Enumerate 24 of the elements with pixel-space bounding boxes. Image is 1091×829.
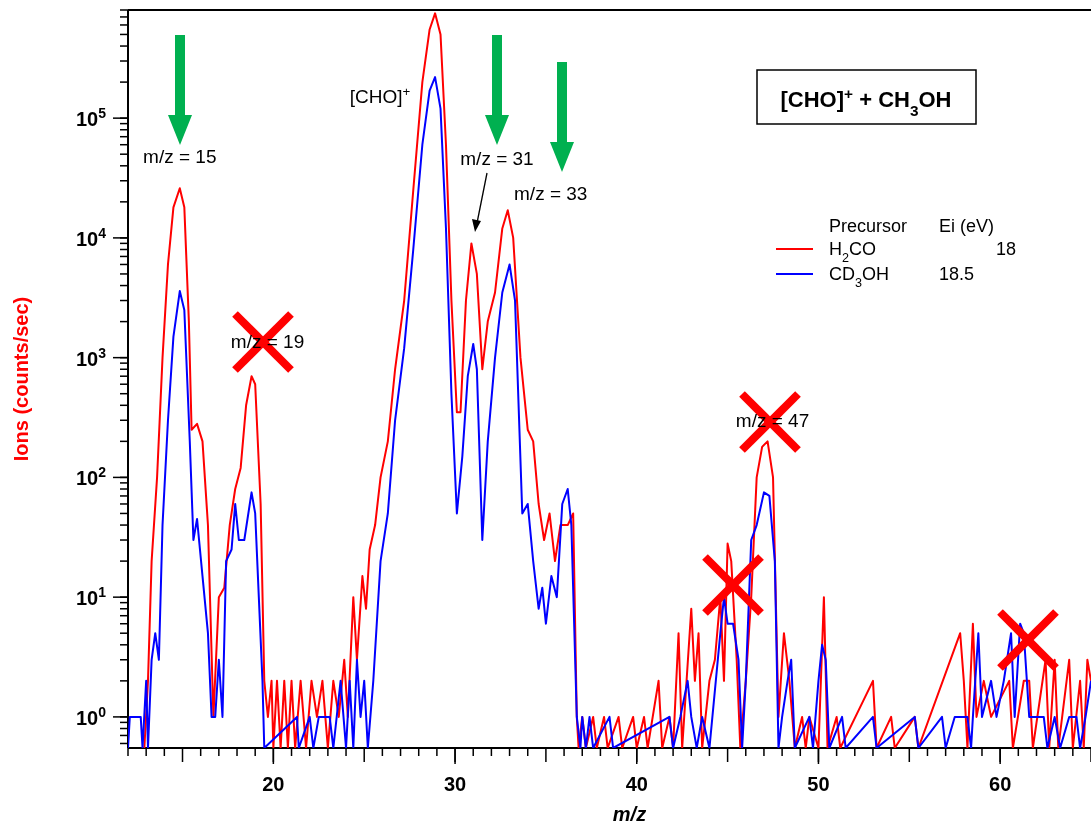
y-tick-label: 10$^{5}$ — [75, 105, 107, 131]
annotation: m/z = 31 — [460, 148, 534, 169]
x-tick-label: 40 — [625, 773, 648, 795]
y-tick-label: 10$^{4}$ — [75, 224, 107, 250]
annotation: 18.5 — [939, 264, 975, 284]
legend-label: CD$_{3}$OH — [829, 264, 890, 290]
legend-title: Precursor — [829, 216, 908, 236]
x-tick-label: 60 — [989, 773, 1012, 795]
y-tick-label: 10$^{1}$ — [75, 584, 107, 610]
text: [CHO]$^{+}$ + CH$_{3}$OH — [780, 84, 952, 119]
x-tick-label: 30 — [443, 773, 467, 795]
y-axis-title: Ions (counts/sec) — [10, 296, 32, 462]
x-tick-label: 20 — [262, 773, 285, 795]
y-tick-label: 10$^{3}$ — [75, 344, 107, 370]
x-axis-title: m/z — [612, 803, 647, 825]
x-tick-label: 50 — [807, 773, 830, 795]
y-tick-label: 10$^{0}$ — [75, 703, 107, 729]
annotation: Ei (eV) — [939, 216, 995, 236]
annotation: m/z = 33 — [514, 183, 588, 205]
legend-label: H$_{2}$CO — [829, 239, 877, 265]
y-tick-label: 10$^{2}$ — [75, 464, 107, 490]
annotation: m/z = 15 — [143, 146, 217, 168]
annotation: 18 — [995, 239, 1016, 259]
annotation: [CHO]$^{+}$ — [349, 83, 411, 107]
